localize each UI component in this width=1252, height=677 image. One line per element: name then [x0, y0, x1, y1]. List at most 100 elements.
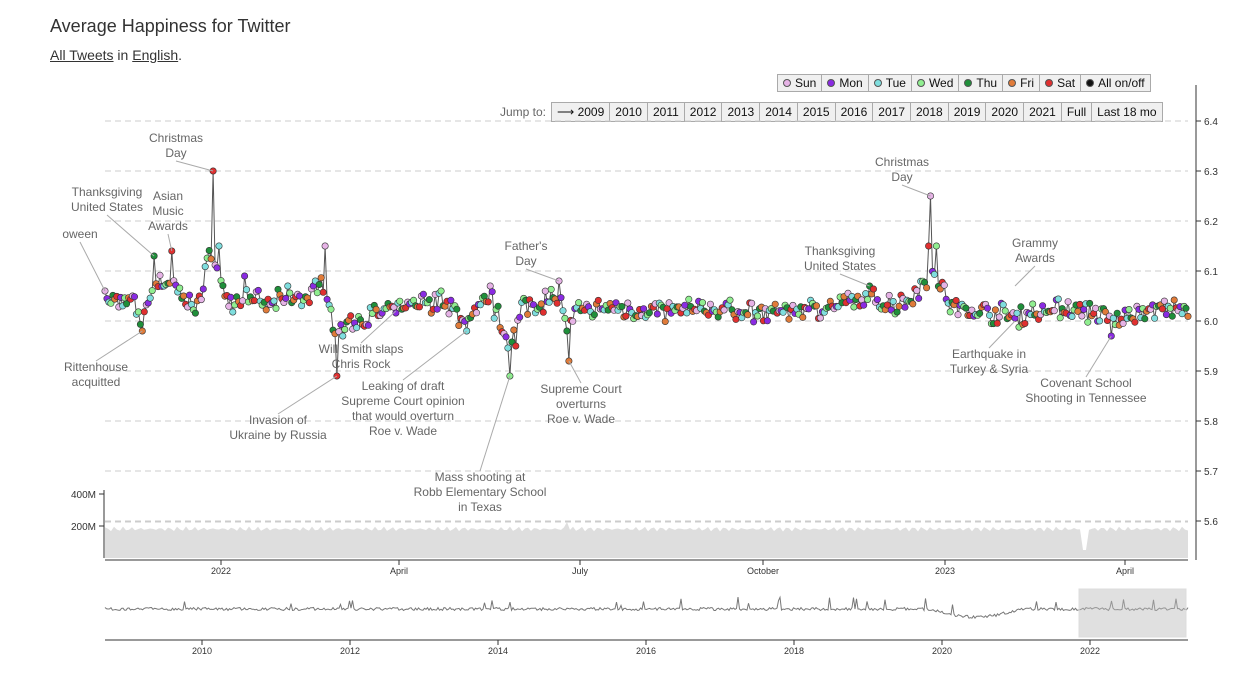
annotation-label: Shooting in Tennessee	[1025, 391, 1147, 405]
jump-button[interactable]: 2012	[683, 102, 723, 122]
data-point	[215, 242, 223, 250]
data-point	[1084, 318, 1092, 326]
data-point	[272, 304, 280, 312]
data-point	[1050, 307, 1058, 315]
data-point	[1001, 307, 1009, 315]
data-point	[883, 301, 891, 309]
data-point	[557, 294, 565, 302]
y-tick-label: 6.1	[1204, 267, 1218, 278]
data-point	[862, 290, 870, 298]
data-point	[437, 287, 445, 295]
data-point	[946, 308, 954, 316]
data-point	[254, 286, 262, 294]
jump-button[interactable]: 2018	[910, 102, 949, 122]
annotation-leader	[839, 273, 870, 287]
x-tick-label: April	[1116, 566, 1134, 576]
jump-button[interactable]: 2016	[834, 102, 874, 122]
day-toggle-label: All on/off	[1098, 76, 1145, 90]
data-point	[1092, 304, 1100, 312]
dot-icon	[1045, 79, 1054, 87]
day-toggle-sun[interactable]: Sun	[777, 74, 823, 92]
x-tick-label: April	[390, 566, 408, 576]
data-point	[1119, 319, 1127, 327]
day-toggle-thu[interactable]: Thu	[958, 74, 1004, 92]
data-point	[476, 301, 484, 309]
x-tick-label: October	[747, 566, 779, 576]
day-toggle-tue[interactable]: Tue	[867, 74, 912, 92]
subtitle-in: in	[113, 47, 133, 63]
annotation-label: Roe v. Wade	[547, 412, 615, 426]
annotation-leader	[1085, 335, 1112, 378]
data-point	[341, 325, 349, 333]
data-point	[1184, 312, 1192, 320]
annotation-label: Ukraine by Russia	[229, 428, 327, 442]
data-point	[976, 309, 984, 317]
day-toggle-label: Tue	[885, 76, 906, 90]
data-point	[364, 321, 372, 329]
page-title: Average Happiness for Twitter	[50, 16, 291, 36]
data-point	[991, 306, 999, 314]
dot-icon	[1086, 79, 1095, 87]
data-point	[913, 287, 921, 295]
jump-button[interactable]: 2020	[985, 102, 1025, 122]
day-toggle-fri[interactable]: Fri	[1002, 74, 1041, 92]
data-point	[488, 288, 496, 296]
annotation-leader	[568, 360, 582, 384]
data-point	[1017, 303, 1025, 311]
annotation-leader	[106, 214, 155, 257]
data-point	[494, 302, 502, 310]
data-point	[860, 301, 868, 309]
all-tweets-link[interactable]: All Tweets	[50, 47, 114, 63]
day-toggle-label: Thu	[976, 76, 998, 90]
data-point	[553, 299, 561, 307]
day-toggle-all-on-off[interactable]: All on/off	[1080, 74, 1151, 92]
data-point	[1125, 305, 1133, 313]
annotation-leader	[167, 233, 173, 252]
jump-button[interactable]: 2017	[872, 102, 911, 122]
data-point	[1113, 309, 1121, 317]
data-point	[1109, 314, 1117, 322]
x-tick-label: 2022	[211, 566, 231, 576]
data-point	[1078, 312, 1086, 320]
data-point	[930, 270, 938, 278]
y-tick-label: 5.9	[1204, 367, 1218, 378]
data-point	[472, 309, 480, 317]
data-point	[594, 296, 602, 304]
jump-button[interactable]: 2019	[947, 102, 987, 122]
annotation-label: Invasion of	[249, 413, 308, 427]
volume-area	[105, 522, 1188, 558]
data-point	[524, 310, 532, 318]
subtitle: All Tweets in English.	[50, 47, 182, 63]
data-point	[205, 247, 213, 255]
jump-to-bar: Jump to: ⟶ 2009 2010 2011 2012 2013 2014 2015 2…	[500, 102, 1163, 122]
day-toggle-wed[interactable]: Wed	[910, 74, 960, 92]
annotation-label: Robb Elementary School	[414, 485, 547, 499]
data-point	[284, 282, 292, 290]
data-point	[502, 333, 510, 341]
overview-tick-label: 2014	[488, 646, 508, 656]
data-point	[504, 344, 512, 352]
annotation-label: United States	[71, 200, 143, 214]
overview-tick-label: 2012	[340, 646, 360, 656]
data-point	[241, 272, 249, 280]
data-point	[148, 287, 156, 295]
dot-icon	[827, 79, 836, 87]
day-toggle-mon[interactable]: Mon	[821, 74, 869, 92]
data-point	[286, 289, 294, 297]
annotation-label: Roe v. Wade	[369, 424, 437, 438]
y-tick-label: 5.7	[1204, 467, 1218, 478]
data-point	[392, 309, 400, 317]
data-point	[915, 294, 923, 302]
data-point	[1056, 314, 1064, 322]
annotation-leader	[360, 310, 397, 344]
data-point	[539, 308, 547, 316]
jump-button[interactable]: 2011	[646, 102, 685, 122]
y-tick-label: 6.4	[1204, 117, 1218, 128]
jump-button[interactable]: 2021	[1023, 102, 1062, 122]
english-link[interactable]: English	[132, 47, 179, 63]
data-point	[683, 309, 691, 317]
annotation-leader	[525, 268, 560, 282]
data-point	[983, 304, 991, 312]
annotation-leader	[79, 241, 106, 292]
